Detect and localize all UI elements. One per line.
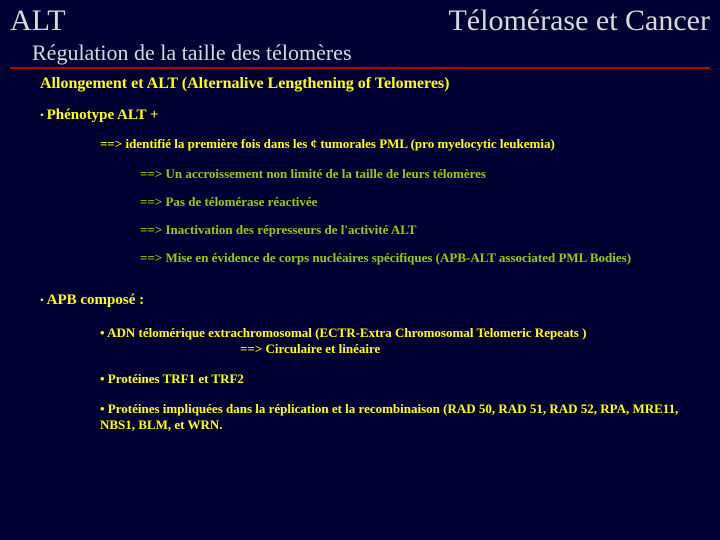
slide-subtitle: Régulation de la taille des télomères [10,40,710,69]
section1-point-0: ==> Un accroissement non limité de la ta… [0,166,720,182]
section1-title: Allongement et ALT (Alternalive Lengthen… [0,75,720,93]
section1-point-2: ==> Inactivation des répresseurs de l'ac… [0,222,720,238]
header-left: ALT [10,4,66,38]
header-right: Télomérase et Cancer [448,4,710,38]
bullet-dot: • [40,110,47,122]
apb-label: APB composé : [47,292,145,308]
section1-point-3: ==> Mise en évidence de corps nucléaires… [0,250,720,266]
bullet-dot: • [40,295,47,307]
apb-bullet: • APB composé : [0,292,720,309]
section1-point-1: ==> Pas de télomérase réactivée [0,194,720,210]
apb-item-c: • Protéines impliquées dans la réplicati… [0,401,720,434]
slide-header: ALT Télomérase et Cancer [0,0,720,40]
phenotype-label: Phénotype ALT + [47,107,159,123]
apb-item-a-line2: ==> Circulaire et linéaire [0,341,720,357]
section1-intro: ==> identifié la première fois dans les … [0,136,720,152]
phenotype-bullet: • Phénotype ALT + [0,107,720,124]
apb-item-a-line1: • ADN télomérique extrachromosomal (ECTR… [0,325,720,341]
apb-item-b: • Protéines TRF1 et TRF2 [0,371,720,387]
